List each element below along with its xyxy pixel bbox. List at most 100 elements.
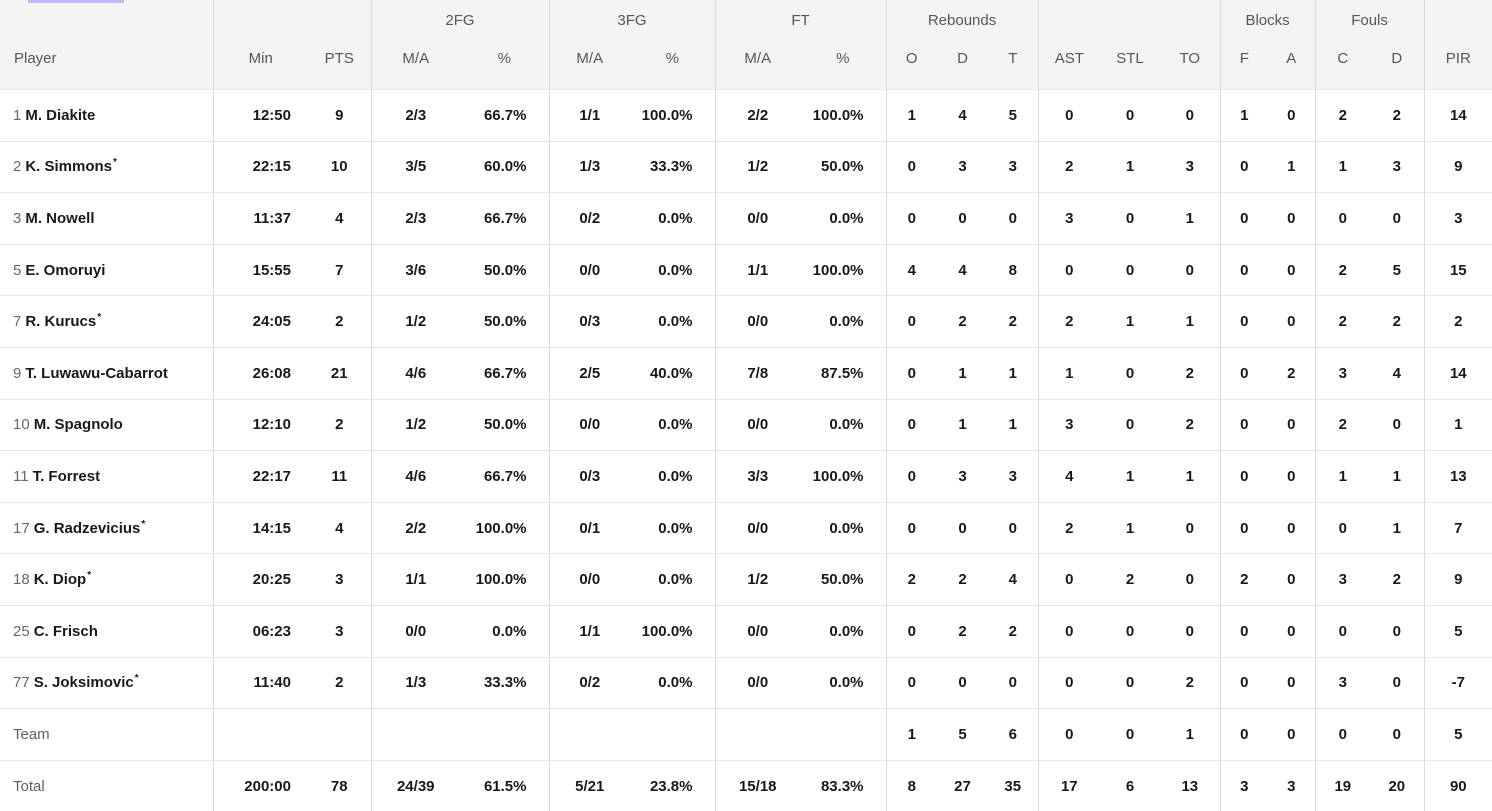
jersey-number: 7 xyxy=(13,313,21,330)
col-to: TO xyxy=(1160,36,1220,90)
stat-reb-d: 0 xyxy=(937,502,988,554)
stat-foul-d: 0 xyxy=(1370,399,1424,451)
stat-reb-d: 4 xyxy=(937,244,988,296)
stat-ast: 2 xyxy=(1038,296,1100,348)
stat-foul-c: 1 xyxy=(1315,141,1370,193)
stat-3fg-ma: 2/5 xyxy=(549,347,630,399)
stat-ft-ma: 0/0 xyxy=(715,296,800,348)
stat-pir: 9 xyxy=(1424,554,1492,606)
group-spacer-pir xyxy=(1424,0,1492,36)
col-blk-f: F xyxy=(1220,36,1268,90)
stat-pir: 2 xyxy=(1424,296,1492,348)
stat-blk-a: 0 xyxy=(1268,709,1315,761)
stat-foul-d: 1 xyxy=(1370,502,1424,554)
stat-min: 11:37 xyxy=(213,193,308,245)
stat-ft-ma: 0/0 xyxy=(715,399,800,451)
col-2fg-ma: M/A xyxy=(371,36,460,90)
stat-3fg-ma: 0/1 xyxy=(549,502,630,554)
col-foul-c: C xyxy=(1315,36,1370,90)
stat-blk-a: 0 xyxy=(1268,244,1315,296)
stat-to: 13 xyxy=(1160,760,1220,811)
stat-pts: 21 xyxy=(308,347,371,399)
stat-pts: 11 xyxy=(308,451,371,503)
stat-2fg-ma: 1/1 xyxy=(371,554,460,606)
stat-ast: 4 xyxy=(1038,451,1100,503)
stat-ast: 0 xyxy=(1038,244,1100,296)
player-name: M. Spagnolo xyxy=(34,416,123,433)
stat-pir: 90 xyxy=(1424,760,1492,811)
stat-pir: 5 xyxy=(1424,605,1492,657)
stat-pts: 2 xyxy=(308,657,371,709)
stat-foul-c: 3 xyxy=(1315,554,1370,606)
stat-blk-f: 0 xyxy=(1220,244,1268,296)
stat-stl: 2 xyxy=(1100,554,1160,606)
starter-mark: * xyxy=(113,157,117,168)
stat-foul-c: 2 xyxy=(1315,296,1370,348)
stat-foul-d: 1 xyxy=(1370,451,1424,503)
stat-2fg-pct: 66.7% xyxy=(460,193,549,245)
stat-foul-d: 5 xyxy=(1370,244,1424,296)
stat-blk-a: 1 xyxy=(1268,141,1315,193)
player-name: G. Radzevicius xyxy=(34,520,141,537)
stat-blk-a: 2 xyxy=(1268,347,1315,399)
stat-reb-d: 27 xyxy=(937,760,988,811)
group-rebounds-label: Rebounds xyxy=(886,0,1038,36)
stat-blk-f: 0 xyxy=(1220,657,1268,709)
stat-foul-c: 0 xyxy=(1315,605,1370,657)
stat-ast: 2 xyxy=(1038,502,1100,554)
stat-ft-ma: 7/8 xyxy=(715,347,800,399)
stat-2fg-pct: 66.7% xyxy=(460,347,549,399)
stat-reb-o: 2 xyxy=(886,554,937,606)
jersey-number: 18 xyxy=(13,571,30,588)
group-spacer-ast-stl-to xyxy=(1038,0,1220,36)
stat-ft-pct: 87.5% xyxy=(800,347,886,399)
col-player: Player xyxy=(0,36,213,90)
stat-to: 0 xyxy=(1160,90,1220,142)
header-column-row: Player Min PTS M/A % M/A % M/A % O D T A… xyxy=(0,36,1492,90)
col-reb-d: D xyxy=(937,36,988,90)
stat-2fg-pct: 50.0% xyxy=(460,296,549,348)
stat-blk-a: 0 xyxy=(1268,502,1315,554)
stat-foul-d: 2 xyxy=(1370,90,1424,142)
stat-reb-t: 2 xyxy=(988,296,1038,348)
stat-pir: 9 xyxy=(1424,141,1492,193)
col-ft-pct: % xyxy=(800,36,886,90)
stat-pts: 10 xyxy=(308,141,371,193)
header-group-row: 2FG 3FG FT Rebounds Blocks Fouls xyxy=(0,0,1492,36)
stat-2fg-ma: 2/3 xyxy=(371,193,460,245)
stat-2fg-pct: 33.3% xyxy=(460,657,549,709)
col-foul-d: D xyxy=(1370,36,1424,90)
stat-3fg-pct: 100.0% xyxy=(630,90,715,142)
stat-2fg-pct: 0.0% xyxy=(460,605,549,657)
stat-reb-o: 0 xyxy=(886,451,937,503)
stat-ft-pct: 83.3% xyxy=(800,760,886,811)
stat-stl: 0 xyxy=(1100,347,1160,399)
stat-blk-f: 3 xyxy=(1220,760,1268,811)
stat-blk-a: 0 xyxy=(1268,554,1315,606)
stat-reb-t: 2 xyxy=(988,605,1038,657)
player-name: K. Simmons xyxy=(25,158,112,175)
stat-stl: 6 xyxy=(1100,760,1160,811)
stat-to: 0 xyxy=(1160,554,1220,606)
stat-3fg-pct: 40.0% xyxy=(630,347,715,399)
player-name: M. Diakite xyxy=(25,107,95,124)
stat-3fg-pct: 100.0% xyxy=(630,605,715,657)
col-blk-a: A xyxy=(1268,36,1315,90)
stat-ast: 17 xyxy=(1038,760,1100,811)
stat-foul-c: 19 xyxy=(1315,760,1370,811)
stat-2fg-ma: 3/5 xyxy=(371,141,460,193)
jersey-number: 10 xyxy=(13,416,30,433)
stat-min: 20:25 xyxy=(213,554,308,606)
stat-min: 14:15 xyxy=(213,502,308,554)
stat-ft-pct: 0.0% xyxy=(800,193,886,245)
stat-2fg-pct: 61.5% xyxy=(460,760,549,811)
